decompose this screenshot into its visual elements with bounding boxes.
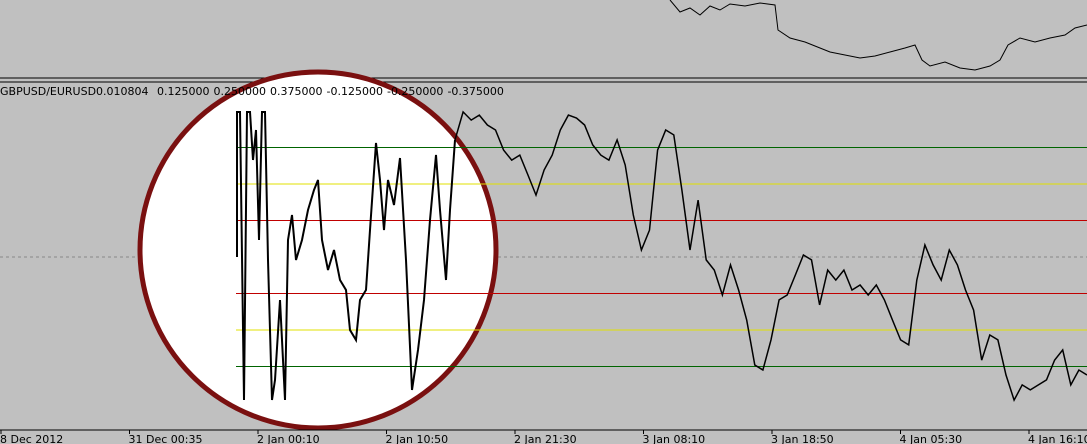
indicator-line bbox=[454, 110, 1087, 403]
magnified-line bbox=[236, 111, 456, 401]
level-value: 0.125000 bbox=[157, 85, 210, 98]
time-label: 2 Jan 21:30 bbox=[514, 433, 577, 444]
time-label: 4 Jan 05:30 bbox=[900, 433, 963, 444]
current-value: 0.010804 bbox=[96, 85, 149, 98]
level-value: 0.375000 bbox=[270, 85, 323, 98]
level-value: -0.250000 bbox=[387, 85, 443, 98]
level-value: 0.250000 bbox=[214, 85, 267, 98]
time-label: 2 Jan 00:10 bbox=[257, 433, 320, 444]
time-label: 4 Jan 16:10 bbox=[1028, 433, 1087, 444]
upper-price-line bbox=[669, 0, 1087, 71]
time-label: 8 Dec 2012 bbox=[0, 433, 63, 444]
time-label: 3 Jan 18:50 bbox=[771, 433, 834, 444]
symbol-label: GBPUSD/EURUSD bbox=[0, 85, 96, 98]
magnifier bbox=[137, 69, 499, 431]
level-value: -0.125000 bbox=[327, 85, 383, 98]
time-label: 31 Dec 00:35 bbox=[129, 433, 203, 444]
time-label: 3 Jan 08:10 bbox=[643, 433, 706, 444]
time-label: 2 Jan 10:50 bbox=[386, 433, 449, 444]
level-value: -0.375000 bbox=[447, 85, 503, 98]
